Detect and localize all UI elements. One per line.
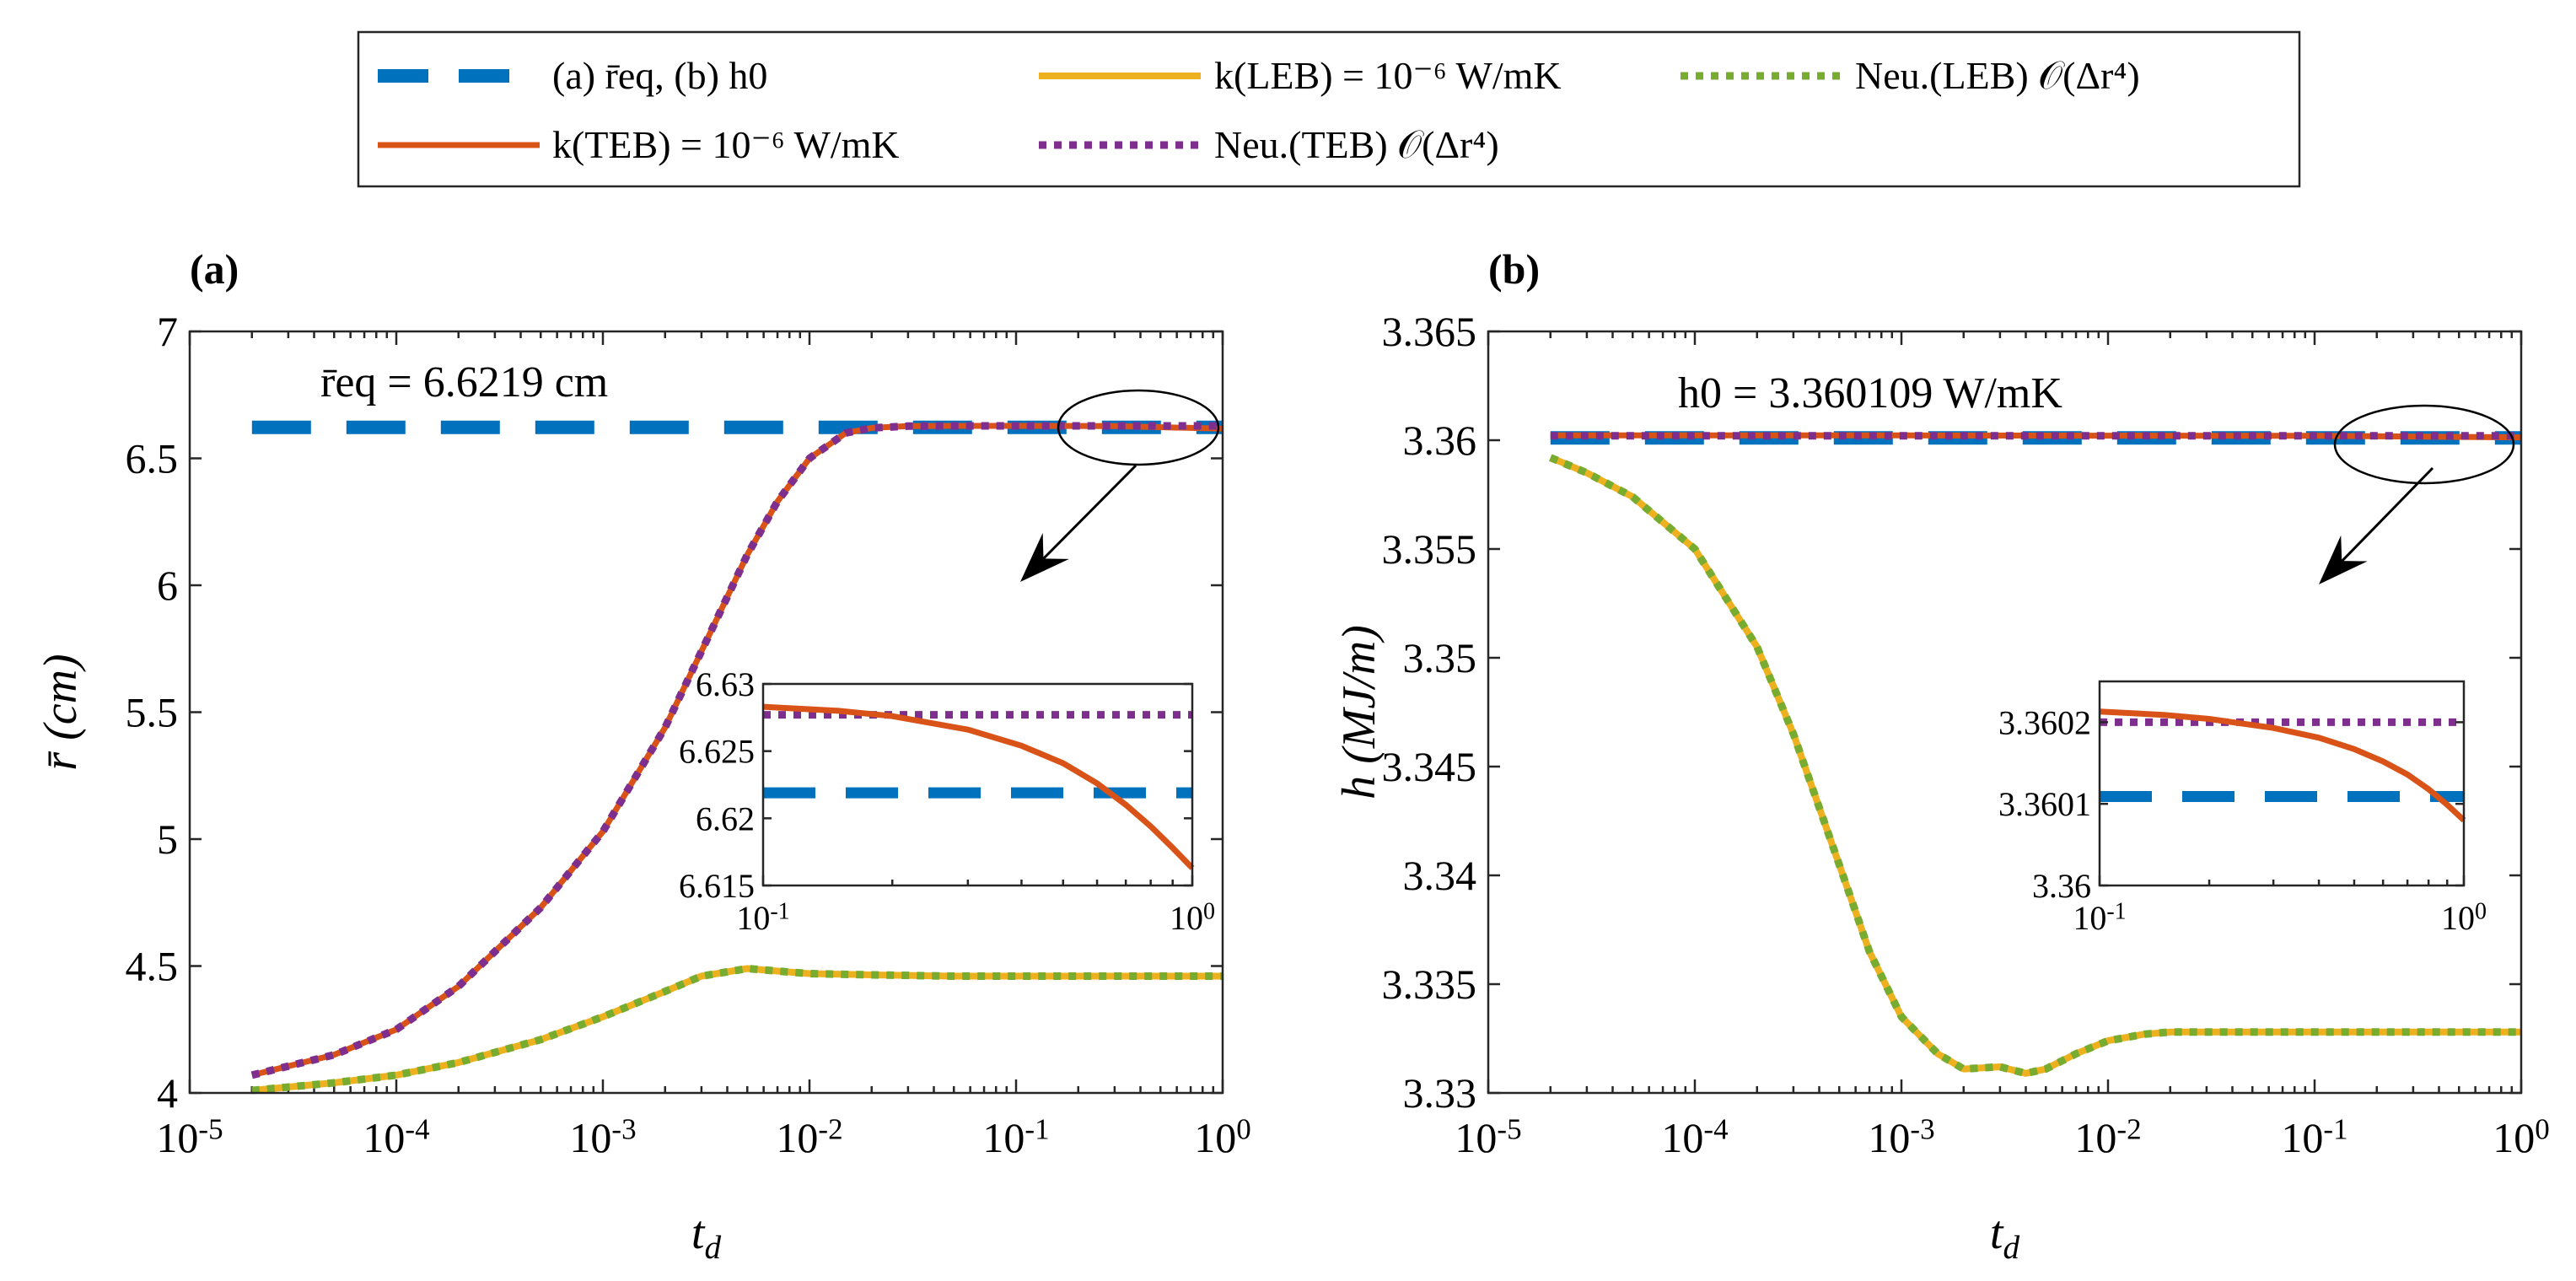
x-axis-label: td [691,1207,722,1266]
legend-label-eq: (a) r̄eq, (b) h0 [552,54,767,97]
x-tick-label: 100 [2493,1112,2550,1161]
value-annotation: h0 = 3.360109 W/mK [1678,369,2062,417]
y-tick-label: 3.35 [1403,634,1477,681]
panel-b-title: (b) [1488,245,1540,293]
y-tick-label: 3.365 [1382,308,1477,355]
legend-box [357,30,2301,188]
inset-y-tick-label: 6.63 [696,665,755,703]
zoom-arrow-line [2332,466,2434,571]
inset-y-tick-label: 6.615 [679,867,755,905]
y-tick-label: 3.34 [1403,852,1477,899]
inset-axes-box [761,682,1194,887]
x-tick-label: 10-3 [569,1112,636,1161]
y-tick-label: 3.355 [1382,525,1477,573]
y-tick-label: 4 [157,1069,178,1117]
y-tick-label: 5 [157,815,178,863]
y-axis-label: r̄ (cm) [35,654,87,770]
inset-series-teb [2099,708,2466,823]
y-tick-label: 3.345 [1382,743,1477,790]
legend-entry-teb: k(TEB) = 10⁻⁶ W/mK [378,123,900,166]
x-tick-label: 10-5 [156,1112,223,1161]
y-tick-label: 3.33 [1403,1069,1477,1117]
series-line-leb [251,965,1223,1094]
panel-b: 3.33 3.335 3.34 3.345 3.35 3.355 3.36 3.365 10-5… [1333,308,2550,1266]
x-tick-label: 10-4 [1661,1112,1728,1161]
inset-series-teb [762,703,1195,870]
x-tick-label: 10-1 [982,1112,1049,1161]
inset-axes-box [2098,680,2466,887]
inset-y-tick-label: 3.3601 [1998,785,2091,823]
y-tick-label: 3.36 [1403,417,1477,464]
y-axis-label: h (MJ/m) [1333,625,1385,799]
zoom-arrow-line [1034,464,1137,568]
x-tick-label: 10-2 [776,1112,842,1161]
inset-x-tick-label: 100 [1170,898,1215,937]
y-tick-label: 5.5 [126,689,179,736]
inset-plot: 6.615 6.62 6.625 6.63 10-1 100 [679,665,1215,937]
zoom-arrow-head [2319,535,2368,584]
y-tick-label: 3.335 [1382,961,1477,1008]
y-tick-label: 7 [157,308,178,355]
series-line-nleb [1549,454,2521,1078]
legend-label-nleb: Neu.(LEB) 𝒪(Δr⁴) [1855,54,2140,97]
inset-y-tick-label: 6.625 [679,733,755,771]
x-tick-label: 10-2 [2074,1112,2141,1161]
legend-entry-eq: (a) r̄eq, (b) h0 [378,54,767,97]
zoom-ellipse [2333,404,2515,485]
inset-x-tick-label: 10-1 [736,898,789,937]
x-tick-label: 10-5 [1455,1112,1521,1161]
series-line-nteb [250,422,1223,1079]
value-annotation: r̄eq = 6.6219 cm [320,358,608,406]
x-tick-label: 10-4 [363,1112,429,1161]
inset-y-tick-label: 6.62 [696,799,755,837]
inset-x-tick-label: 10-1 [2073,898,2126,937]
axes-box [1487,330,2523,1095]
legend-entry-nteb: Neu.(TEB) 𝒪(Δr⁴) [1039,123,1499,166]
inset-plot: 3.36 3.3601 3.3602 10-1 100 [1998,680,2487,937]
inset-y-tick-label: 3.3602 [1998,703,2091,741]
x-tick-label: 10-3 [1868,1112,1934,1161]
y-tick-label: 4.5 [126,943,179,990]
legend-label-leb: k(LEB) = 10⁻⁶ W/mK [1214,54,1562,97]
zoom-ellipse [1057,389,1220,466]
legend-entry-nleb: Neu.(LEB) 𝒪(Δr⁴) [1681,54,2140,97]
inset-y-tick-label: 3.36 [2032,867,2091,905]
y-tick-label: 6 [157,562,178,609]
legend-label-teb: k(TEB) = 10⁻⁶ W/mK [552,123,900,166]
x-tick-label: 100 [1194,1112,1251,1161]
legend: (a) r̄eq, (b) h0 k(LEB) = 10⁻⁶ W/mK Neu.… [357,30,2301,188]
legend-entry-leb: k(LEB) = 10⁻⁶ W/mK [1039,54,1562,97]
panel-a-title: (a) [190,245,239,293]
axes-box [188,330,1224,1095]
x-axis-label: td [1990,1207,2020,1266]
panel-a: 4 4.5 5 5.5 6 6.5 7 10-5 10-4 10-3 10-2 10-1 100 td r̄… [35,308,1251,1266]
zoom-arrow-head [1020,532,1069,582]
series-line-teb [1550,432,2522,441]
x-tick-label: 10-1 [2281,1112,2347,1161]
legend-label-nteb: Neu.(TEB) 𝒪(Δr⁴) [1214,123,1499,166]
inset-x-tick-label: 100 [2441,898,2487,937]
y-tick-label: 6.5 [126,435,179,482]
